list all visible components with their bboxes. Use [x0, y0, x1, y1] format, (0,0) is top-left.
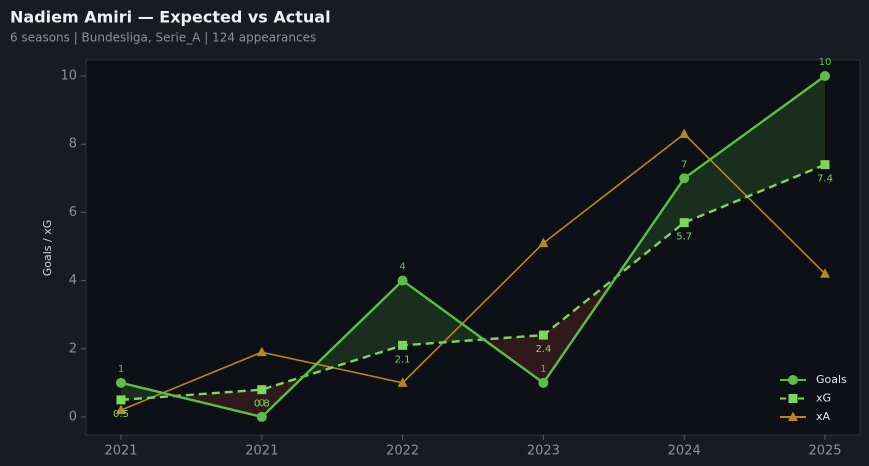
data-label: 0.5: [113, 409, 129, 420]
y-tick-label: 8: [69, 137, 77, 152]
point: [538, 237, 549, 248]
series-line: [120, 163, 826, 402]
legend-marker: [788, 411, 798, 421]
point: [679, 128, 690, 138]
point: [679, 218, 689, 228]
point: [538, 377, 549, 388]
data-label: 10: [819, 57, 832, 68]
y-tick-label: 10: [60, 69, 77, 84]
chart-subtitle: 6 seasons | Bundesliga, Serie_A | 124 ap…: [10, 31, 316, 45]
x-tick-label: 2025: [808, 444, 841, 459]
legend-marker: [788, 394, 798, 403]
y-tick-label: 2: [69, 341, 77, 356]
data-label: 5.7: [676, 232, 692, 243]
fill-between: [684, 76, 825, 223]
x-tick-label: 2024: [668, 444, 701, 459]
point: [257, 385, 267, 395]
y-tick-label: 4: [69, 273, 77, 288]
point: [116, 377, 126, 388]
data-label: 1: [118, 364, 124, 375]
y-tick-label: 6: [69, 205, 77, 220]
legend-label: Goals: [816, 373, 847, 386]
point: [679, 173, 690, 184]
chart-title: Nadiem Amiri — Expected vs Actual: [10, 8, 331, 27]
x-tick-label: 2023: [527, 444, 560, 459]
data-label: 2.1: [395, 354, 411, 365]
data-label: 7.4: [817, 174, 833, 185]
legend-marker: [788, 375, 798, 385]
data-label: 0: [259, 398, 265, 409]
y-tick-label: 0: [69, 409, 77, 424]
point: [116, 404, 126, 415]
point: [820, 71, 830, 82]
point: [820, 160, 830, 170]
series-line: [120, 132, 826, 411]
point: [116, 395, 126, 405]
fill-between: [175, 389, 262, 417]
x-tick-label: 2021: [245, 444, 278, 459]
point: [538, 330, 548, 340]
legend-label: xA: [816, 410, 831, 423]
point: [398, 340, 408, 350]
x-tick-label: 2021: [104, 444, 137, 459]
y-axis-label: Goals / xG: [41, 220, 54, 277]
data-label: 0.8: [254, 399, 270, 410]
point: [397, 275, 408, 286]
point: [256, 411, 267, 422]
plot-area: [85, 59, 861, 436]
data-label: 7: [681, 159, 687, 170]
data-label: 1: [540, 364, 546, 375]
data-label: 2.4: [535, 344, 551, 355]
point: [397, 377, 408, 387]
legend-label: xG: [816, 392, 831, 405]
data-label: 4: [399, 262, 405, 273]
series-line: [120, 75, 826, 419]
point: [820, 268, 830, 278]
point: [256, 346, 267, 357]
x-tick-label: 2022: [386, 444, 419, 459]
